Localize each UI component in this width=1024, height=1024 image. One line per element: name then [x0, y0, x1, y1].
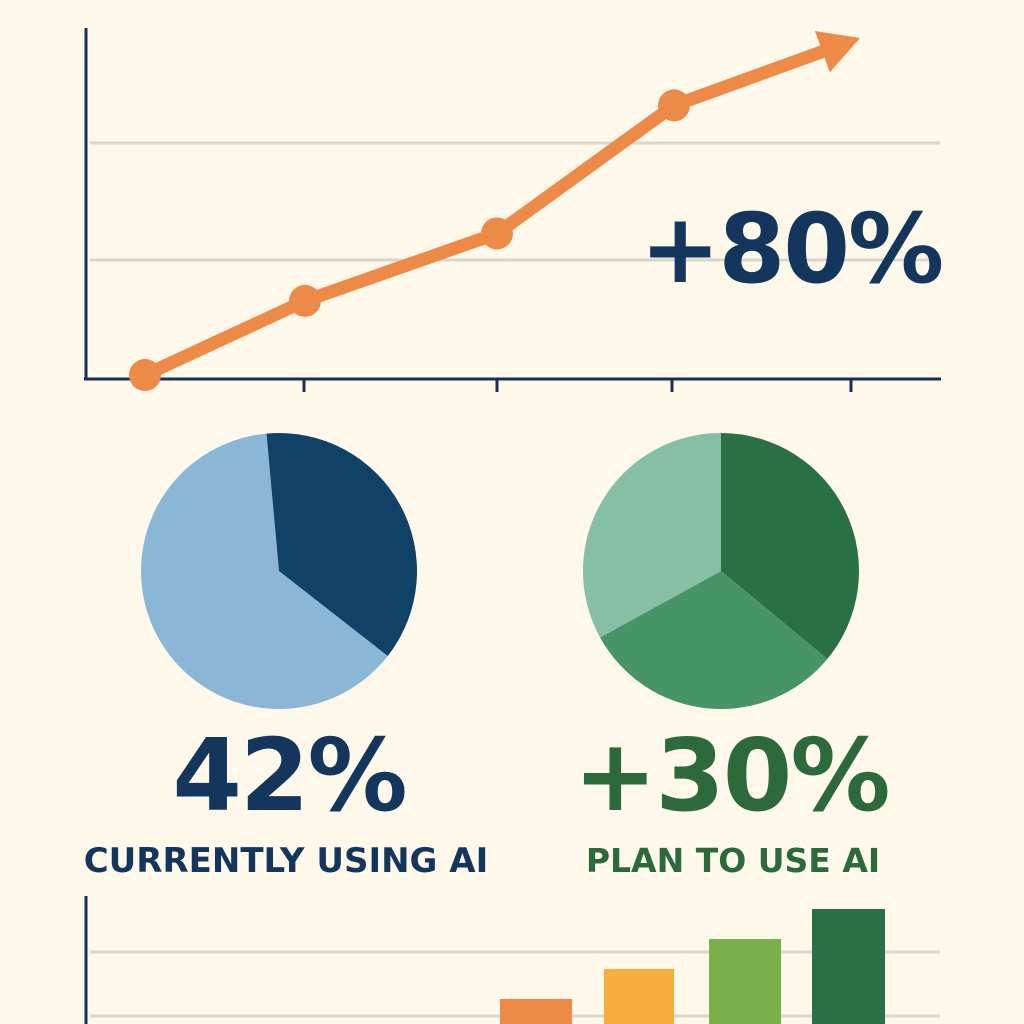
pie-slice [600, 571, 828, 710]
bar [709, 939, 781, 1024]
plan-usage-caption: PLAN TO USE AI [586, 841, 880, 880]
pie-slice [583, 433, 721, 638]
pie-slice [141, 433, 388, 709]
line-chart-point [129, 359, 161, 391]
bar-chart [84, 896, 940, 1024]
pie-chart-current [141, 433, 418, 709]
arrow-up-right-icon [814, 30, 860, 73]
growth-stat: +80% [640, 193, 942, 305]
line-chart-point [658, 89, 690, 122]
bar [812, 909, 885, 1024]
plan-usage-stat: +30% [573, 717, 888, 834]
line-chart-point [481, 217, 513, 250]
pie-slice [266, 433, 418, 656]
current-usage-caption: CURRENTLY USING AI [84, 841, 489, 881]
line-chart-point [289, 284, 321, 317]
pie-chart-plan [583, 433, 860, 710]
bar [604, 969, 674, 1024]
pie-slice [721, 433, 860, 659]
current-usage-stat: 42% [172, 717, 405, 834]
line-chart: +80% [84, 28, 944, 392]
bar [500, 999, 572, 1024]
